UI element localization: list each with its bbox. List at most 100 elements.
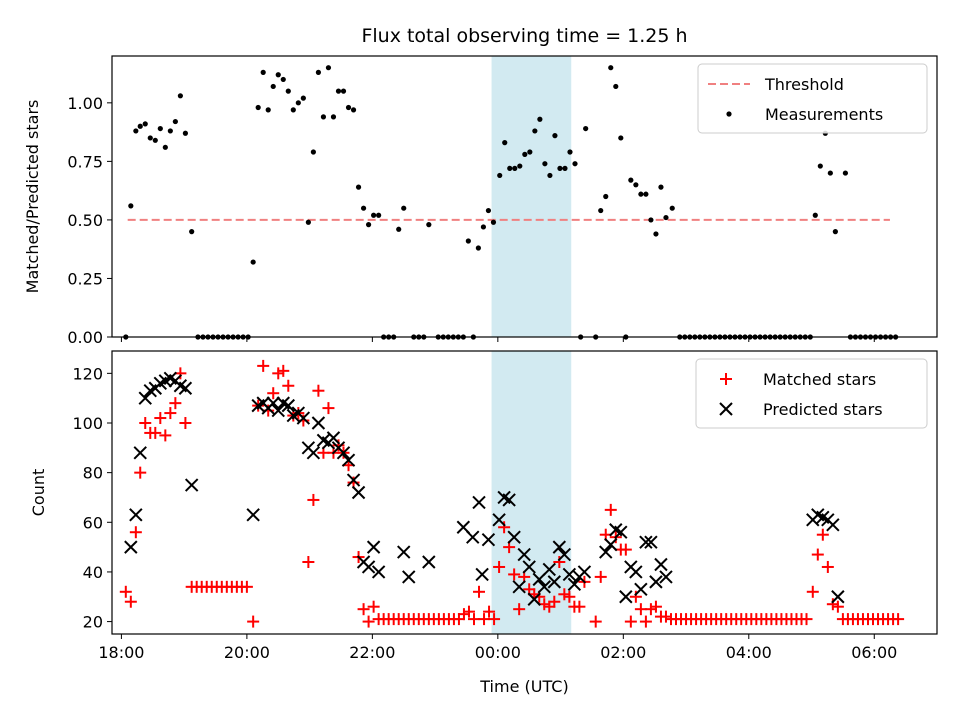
predicted-star-point [512, 580, 526, 594]
predicted-star-point [311, 416, 326, 430]
legend-measurements-label: Measurements [765, 105, 883, 124]
measurement-point [522, 151, 528, 157]
measurement-point [485, 207, 492, 214]
top-axes-frame [111, 55, 938, 338]
matched-star-point [594, 570, 607, 583]
matched-star-point [312, 384, 325, 397]
matched-star-point [488, 613, 501, 626]
predicted-star-point [547, 575, 562, 589]
measurement-point [137, 123, 143, 129]
matched-star-point [624, 615, 637, 628]
matched-star-point [589, 615, 602, 628]
matched-star-point [659, 610, 672, 623]
measurement-point [310, 149, 316, 155]
matched-star-point [169, 397, 182, 410]
predicted-star-point [644, 535, 658, 549]
predicted-star-point [336, 446, 351, 460]
matched-star-point [619, 543, 632, 556]
top-highlight-span [491, 56, 572, 337]
top-y-ticks: 0.00 0.25 0.50 0.75 1.00 [67, 94, 112, 347]
measurement-point [147, 135, 153, 141]
measurement-point [157, 125, 163, 132]
top-y-tick-label: 0.75 [67, 152, 103, 171]
matched-star-point [257, 359, 270, 372]
predicted-star-point [599, 545, 613, 559]
matched-star-point [816, 528, 829, 541]
top-y-tick-label: 0.00 [67, 328, 103, 347]
matched-star-point [139, 416, 152, 429]
predicted-star-point [659, 570, 673, 584]
measurement-point [325, 65, 332, 71]
legend-predicted-swatch [719, 402, 733, 416]
matched-star-point [457, 608, 470, 621]
top-panel: 0.00 0.25 0.50 0.75 1.00 Matched/Predicted s… [23, 55, 938, 347]
predicted-star-point [577, 565, 592, 579]
measurement-point [320, 114, 327, 120]
measurement-point [280, 76, 286, 83]
bottom-data-layer [119, 359, 905, 628]
top-y-axis-label: Matched/Predicted stars [23, 100, 42, 294]
matched-star-point [467, 613, 480, 626]
measurement-point [517, 163, 523, 169]
predicted-star-point [346, 473, 361, 487]
predicted-star-point [296, 411, 311, 425]
matched-star-point [493, 560, 506, 573]
predicted-star-point [246, 508, 260, 522]
measurement-point [669, 205, 675, 211]
matched-star-point [367, 600, 380, 613]
matched-star-point [800, 613, 813, 626]
measurement-point [567, 149, 573, 155]
predicted-star-point [184, 478, 199, 492]
measurement-point [189, 229, 195, 235]
top-y-tick-label: 0.25 [67, 269, 103, 288]
measurement-point [475, 245, 481, 251]
predicted-star-point [562, 567, 577, 582]
measurement-point [290, 107, 296, 113]
matched-star-point [179, 416, 192, 429]
measurement-point [663, 214, 669, 221]
measurement-point [371, 212, 377, 218]
top-legend: Threshold Measurements [697, 63, 928, 134]
matched-star-point [811, 548, 824, 561]
bottom-legend: Matched stars Predicted stars [695, 358, 928, 429]
measurement-point [285, 88, 291, 94]
bottom-y-tick-label: 80 [83, 464, 103, 483]
measurement-point [512, 165, 518, 171]
predicted-star-point [507, 530, 521, 544]
predicted-star-point [361, 560, 376, 574]
predicted-star-point [422, 555, 436, 569]
matched-star-point [806, 585, 819, 598]
measurement-point [562, 165, 568, 171]
measurement-point [345, 104, 352, 111]
bottom-y-tick-label: 100 [72, 414, 103, 433]
predicted-star-point [133, 446, 147, 460]
chart-title: Flux total observing time = 1.25 h [361, 25, 687, 47]
predicted-star-point [604, 537, 618, 552]
matched-star-point [553, 556, 566, 569]
matched-star-point [164, 407, 177, 420]
predicted-star-point [517, 547, 531, 562]
measurement-point [502, 140, 508, 146]
measurement-point [827, 170, 833, 176]
measurement-point [653, 231, 659, 237]
x-tick-label: 22:00 [349, 643, 395, 662]
x-tick-label: 18:00 [98, 643, 144, 662]
measurement-point [260, 69, 266, 75]
bottom-x-ticks: 18:00 20:00 22:00 00:00 02:00 04:00 06:00 [98, 634, 897, 662]
measurement-point [182, 130, 189, 136]
predicted-star-point [527, 592, 541, 606]
measurement-point [812, 212, 818, 218]
measurement-point [365, 222, 372, 228]
matched-star-point [302, 556, 315, 569]
legend-threshold-label: Threshold [764, 75, 844, 94]
predicted-star-point [502, 493, 516, 507]
measurement-point [603, 193, 609, 200]
legend-predicted-label: Predicted stars [763, 400, 883, 419]
measurement-point [583, 125, 589, 132]
measurement-point [305, 219, 311, 225]
matched-star-point [267, 387, 280, 400]
measurement-point [172, 118, 178, 125]
predicted-star-point [351, 485, 366, 500]
measurement-point [426, 222, 432, 228]
predicted-star-point [281, 398, 295, 413]
